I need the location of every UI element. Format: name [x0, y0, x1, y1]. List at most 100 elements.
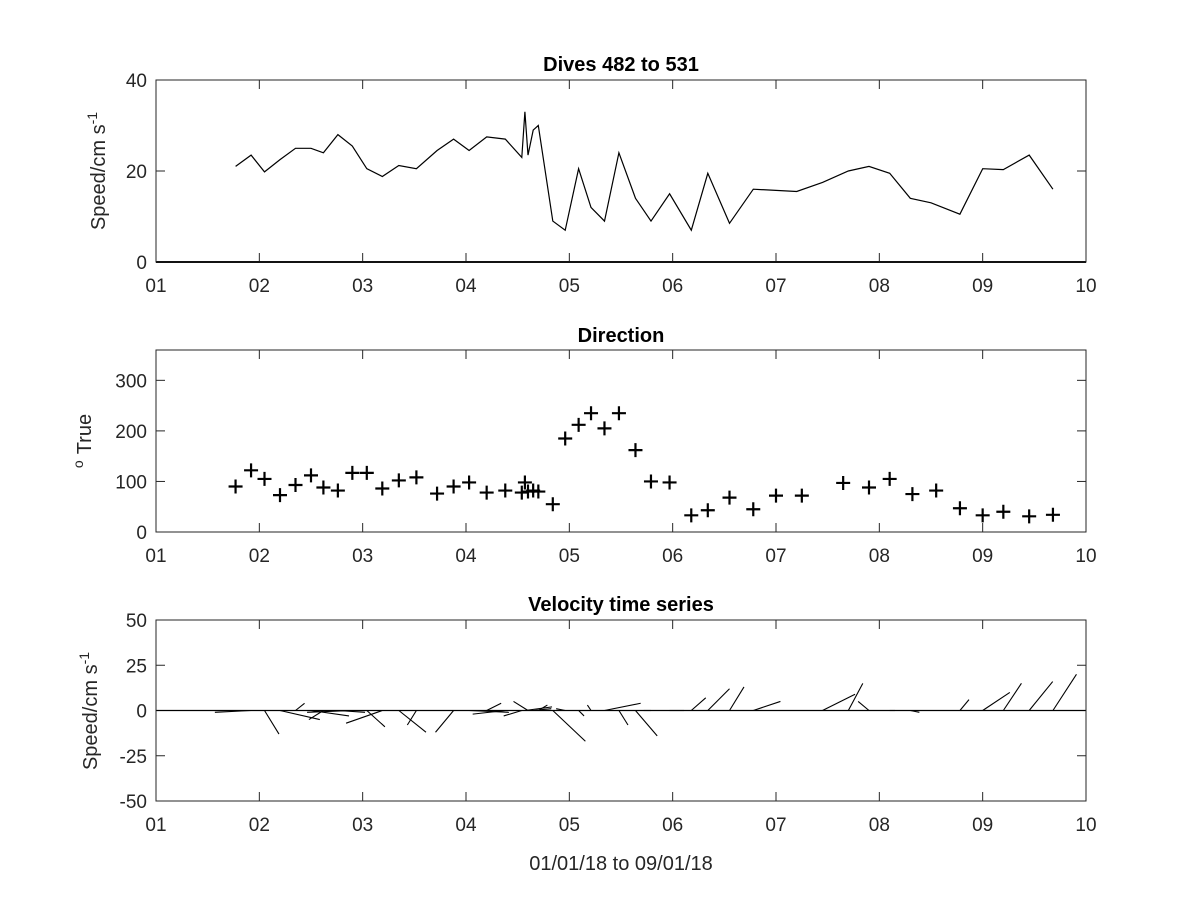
direction-point-marker [391, 473, 406, 488]
direction-point-marker [628, 443, 643, 458]
velocity-x-tick-label: 06 [662, 815, 683, 836]
direction-point-marker [446, 479, 461, 494]
velocity-stick [398, 710, 427, 733]
velocity-stick [295, 702, 305, 711]
speed-axes-frame [155, 79, 1087, 263]
direction-point-marker [769, 488, 783, 503]
speed-y-tick-label: 0 [136, 253, 147, 274]
direction-x-tick-label: 07 [765, 546, 786, 567]
speed-x-tick-label: 03 [352, 276, 373, 297]
velocity-stick [469, 709, 509, 713]
direction-point-marker [862, 480, 876, 495]
direction-point-marker [375, 481, 390, 496]
direction-x-tick-label: 05 [559, 546, 580, 567]
velocity-x-tick-label: 07 [765, 815, 786, 836]
direction-point-marker [611, 406, 626, 421]
velocity-y-tick-label: -50 [120, 792, 147, 813]
velocity-stick [1052, 674, 1077, 711]
direction-point-marker [244, 463, 259, 478]
velocity-stick [279, 709, 320, 721]
direction-point-marker [273, 488, 287, 503]
direction-x-tick-label: 03 [352, 546, 373, 567]
speed-x-tick-label: 07 [765, 276, 786, 297]
velocity-stick [1028, 681, 1054, 711]
direction-point-marker [643, 474, 658, 489]
velocity-stick [578, 710, 585, 717]
velocity-x-tick-label: 01 [145, 815, 166, 836]
direction-x-tick-labels: 01 02 03 04 05 06 07 08 09 10 [145, 546, 1096, 567]
speed-tick-marks [155, 79, 1087, 263]
velocity-panel: Velocity time series Speed/cm s-1 01/01/… [76, 594, 1097, 875]
velocity-stick [707, 688, 730, 711]
direction-point-marker [345, 465, 360, 480]
direction-markers [228, 406, 1060, 524]
velocity-stick [586, 704, 592, 711]
direction-point-marker [952, 501, 967, 516]
velocity-x-axis-label: 01/01/18 to 09/01/18 [529, 853, 713, 875]
velocity-stick [604, 702, 641, 712]
direction-point-marker [996, 504, 1011, 519]
direction-point-marker [975, 508, 990, 523]
direction-panel: Direction oTrue 01 02 03 04 05 06 07 08 09 10 0 10… [70, 325, 1097, 567]
velocity-stick [822, 693, 856, 711]
speed-y-tick-label: 20 [126, 162, 147, 183]
velocity-stick [959, 699, 970, 711]
speed-x-tick-label: 08 [869, 276, 890, 297]
speed-x-tick-label: 01 [145, 276, 166, 297]
direction-point-marker [662, 475, 677, 490]
direction-point-marker [228, 479, 243, 494]
direction-x-tick-label: 02 [249, 546, 270, 567]
velocity-stick [552, 710, 586, 742]
direction-point-marker [571, 417, 586, 432]
velocity-y-tick-label: 50 [126, 611, 147, 632]
velocity-x-tick-label: 02 [249, 815, 270, 836]
speed-x-tick-label: 05 [559, 276, 580, 297]
velocity-stick [307, 709, 353, 713]
speed-x-tick-labels: 01 02 03 04 05 06 07 08 09 10 [145, 276, 1096, 297]
direction-point-marker [498, 483, 513, 498]
direction-point-marker [316, 480, 331, 495]
speed-chart-title: Dives 482 to 531 [543, 54, 699, 76]
velocity-sticks [156, 674, 1086, 742]
velocity-stick [847, 683, 864, 711]
direction-x-tick-label: 10 [1075, 546, 1096, 567]
speed-x-tick-label: 06 [662, 276, 683, 297]
direction-axes-frame [155, 349, 1087, 533]
direction-point-marker [722, 490, 737, 505]
direction-chart-title: Direction [578, 325, 665, 347]
speed-x-tick-label: 02 [249, 276, 270, 297]
velocity-stick [503, 709, 522, 717]
velocity-x-tick-label: 03 [352, 815, 373, 836]
velocity-stick [910, 709, 920, 713]
velocity-stick [486, 702, 502, 711]
velocity-stick [538, 704, 548, 711]
velocity-y-tick-label: 0 [136, 702, 147, 723]
velocity-stick [472, 709, 506, 715]
direction-tick-marks [155, 350, 1087, 533]
velocity-stick [533, 708, 552, 712]
velocity-stick [524, 706, 553, 712]
velocity-axes-frame [155, 619, 1087, 802]
direction-y-tick-labels: 0 100 200 300 [115, 371, 147, 544]
speed-line [156, 111, 1086, 263]
direction-point-marker [479, 485, 494, 500]
direction-x-tick-label: 04 [455, 546, 477, 567]
direction-point-marker [304, 468, 318, 483]
direction-y-tick-label: 200 [115, 422, 147, 443]
direction-point-marker [1045, 507, 1060, 522]
speed-series-line [235, 111, 1054, 232]
velocity-stick [690, 697, 707, 711]
speed-y-axis-label: Speed/cm s-1 [84, 112, 110, 230]
direction-point-marker [462, 475, 477, 490]
velocity-x-tick-label: 09 [972, 815, 993, 836]
direction-point-marker [836, 475, 851, 490]
velocity-stick [366, 710, 386, 728]
direction-point-marker [746, 502, 761, 517]
velocity-x-tick-labels: 01 02 03 04 05 06 07 08 09 10 [145, 815, 1096, 836]
direction-point-marker [794, 488, 809, 503]
direction-point-marker [545, 497, 560, 512]
velocity-y-axis-label: Speed/cm s-1 [76, 652, 102, 770]
speed-x-tick-label: 04 [455, 276, 477, 297]
direction-y-axis-label: oTrue [70, 414, 96, 468]
